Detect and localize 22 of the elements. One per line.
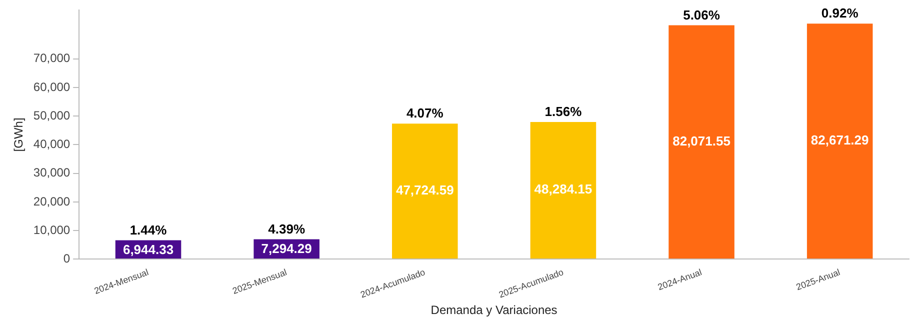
y-tick-label: 50,000 <box>33 108 70 122</box>
data-label: 82,671.29 <box>810 132 869 148</box>
annotation: 1.44% <box>130 222 168 238</box>
y-tick-label: 60,000 <box>33 80 70 94</box>
annotation: 4.07% <box>406 106 444 121</box>
data-label: 82,071.55 <box>672 133 730 148</box>
y-tick-label: 20,000 <box>33 194 70 208</box>
data-label: 6,944.33 <box>122 242 174 257</box>
x-axis-title: Demanda y Variaciones <box>430 303 558 318</box>
y-tick-label: 0 <box>63 251 70 266</box>
data-label: 48,284.15 <box>534 182 592 197</box>
y-tick-label: 10,000 <box>33 222 70 237</box>
annotation: 5.06% <box>683 7 720 22</box>
annotation: 4.39% <box>268 221 306 236</box>
data-label: 47,724.59 <box>396 182 454 198</box>
data-label: 7,294.29 <box>261 240 312 256</box>
annotation: 0.92% <box>821 6 859 21</box>
annotation: 1.56% <box>544 104 582 120</box>
y-tick-label: 30,000 <box>33 166 70 180</box>
y-tick-label: 40,000 <box>33 137 70 152</box>
y-axis-title: [GWh] <box>12 118 26 152</box>
y-tick-label: 70,000 <box>33 51 70 66</box>
